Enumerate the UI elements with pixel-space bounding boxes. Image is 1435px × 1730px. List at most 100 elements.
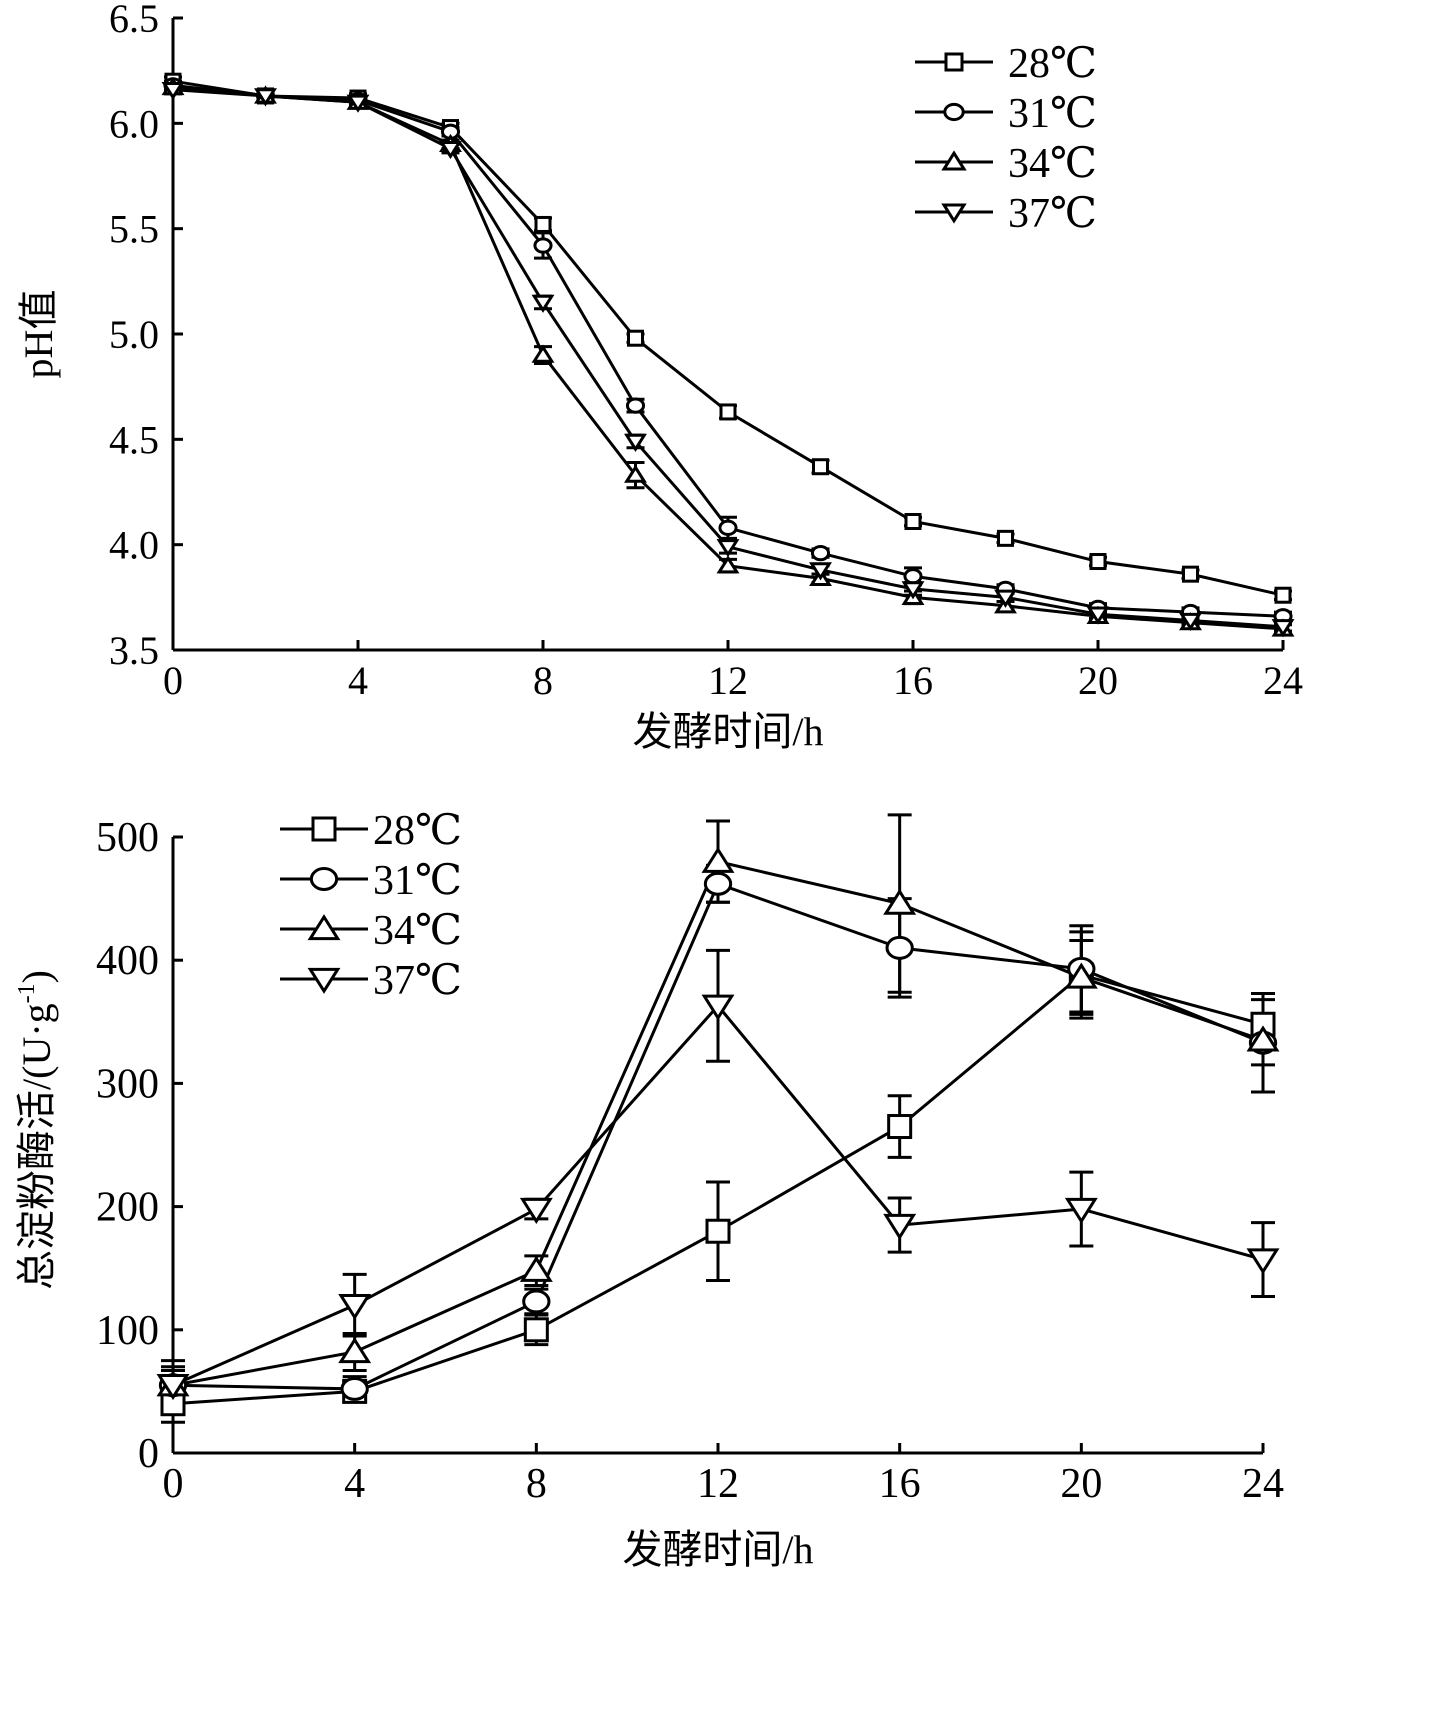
ph-legend: 28℃31℃34℃37℃ xyxy=(915,41,1097,237)
ph-point-triangle-down xyxy=(1086,606,1110,625)
amylase-y-tick-label: 300 xyxy=(96,1061,159,1107)
ph-y-axis-label-text: pH值 xyxy=(16,290,61,379)
ph-legend-label: 28℃ xyxy=(1008,41,1097,87)
ph-y-tick-label: 4.0 xyxy=(109,523,159,568)
ph-x-tick-label: 8 xyxy=(533,658,553,703)
ph-legend-marker-circle xyxy=(943,102,965,122)
amylase-point-triangle-up xyxy=(701,846,735,873)
ph-legend-marker-triangle-up xyxy=(941,150,967,171)
ph-y-tick-label: 4.5 xyxy=(109,417,159,462)
ph-point-triangle-down xyxy=(439,140,462,160)
ph-point-circle xyxy=(533,237,553,254)
ph-point-circle xyxy=(903,568,923,585)
ph-y-tick-label: 6.0 xyxy=(109,101,159,146)
ph-chart: 0 4 8 12 16 20 24 3.5 4.0 4.5 5.0 5.5 6.0 6.5 发酵时间/h pH… xyxy=(16,0,1303,754)
amylase-point-triangle-down xyxy=(883,1213,917,1240)
amylase-point-triangle-down xyxy=(338,1293,372,1321)
ph-x-tick-label: 24 xyxy=(1263,658,1303,703)
amylase-y-tick-label: 500 xyxy=(96,815,159,861)
amylase-point-triangle-down xyxy=(519,1197,553,1224)
amylase-legend-label: 34℃ xyxy=(373,908,462,954)
amylase-point-circle xyxy=(340,1376,369,1401)
ph-x-tick-label: 4 xyxy=(348,658,368,703)
ph-point-square xyxy=(1182,565,1199,583)
amylase-y-tick-label: 400 xyxy=(96,938,159,984)
amylase-point-triangle-up xyxy=(338,1337,372,1364)
amylase-point-triangle-up xyxy=(883,888,917,915)
amylase-x-axis-label: 发酵时间/h xyxy=(622,1527,813,1572)
ph-point-triangle-down xyxy=(809,562,832,581)
amylase-y-axis-label-text: 总淀粉酶活/(U·g xyxy=(14,1003,59,1290)
ph-legend-marker-square xyxy=(944,52,964,72)
ph-point-triangle-down xyxy=(1179,612,1202,632)
ph-point-triangle-down xyxy=(254,88,277,107)
ph-legend-label: 37℃ xyxy=(1008,191,1097,237)
ph-x-tick-label: 16 xyxy=(893,658,933,703)
amylase-x-tick-label: 8 xyxy=(526,1461,547,1507)
amylase-x-tick-label: 24 xyxy=(1242,1461,1284,1507)
amylase-legend-label: 28℃ xyxy=(373,808,462,854)
ph-point-circle xyxy=(625,397,646,414)
ph-y-tick-label: 3.5 xyxy=(109,628,159,673)
amylase-legend-marker-triangle-down xyxy=(307,967,341,994)
ph-point-triangle-down xyxy=(161,81,185,101)
ph-point-square xyxy=(719,403,737,421)
ph-point-triangle-down xyxy=(531,294,555,313)
amylase-y-tick-label: 100 xyxy=(96,1308,159,1354)
ph-point-triangle-up xyxy=(624,464,647,483)
ph-legend-label: 34℃ xyxy=(1008,141,1097,187)
ph-y-axis-label: pH值 xyxy=(16,290,61,379)
ph-point-circle xyxy=(810,544,831,562)
amylase-point-triangle-down xyxy=(1246,1248,1280,1275)
amylase-y-axis-label: 总淀粉酶活/(U·g-1) xyxy=(14,970,59,1290)
amylase-y-axis-label-sup: -1 xyxy=(14,983,40,1003)
ph-x-tick-label: 0 xyxy=(163,658,183,703)
ph-x-tick-label: 12 xyxy=(708,658,748,703)
amylase-x-tick-label: 0 xyxy=(163,1461,184,1507)
ph-x-tick-label: 20 xyxy=(1078,658,1118,703)
ph-point-triangle-down xyxy=(716,539,740,558)
ph-y-tick-label: 6.5 xyxy=(109,0,159,41)
ph-point-triangle-down xyxy=(1271,619,1295,638)
amylase-point-square xyxy=(705,1218,731,1244)
amylase-point-triangle-up xyxy=(519,1255,553,1282)
ph-point-square xyxy=(1274,586,1292,604)
amylase-legend-marker-circle xyxy=(309,867,339,891)
ph-point-triangle-up xyxy=(716,555,740,574)
amylase-point-square xyxy=(523,1317,549,1343)
amylase-point-triangle-up xyxy=(1246,1025,1280,1052)
amylase-point-triangle-up xyxy=(1064,962,1098,989)
ph-point-square xyxy=(1089,553,1107,571)
amylase-point-triangle-down xyxy=(701,994,735,1021)
ph-point-triangle-down xyxy=(624,433,647,452)
amylase-x-tick-label: 4 xyxy=(344,1461,365,1507)
ph-y-tick-label: 5.5 xyxy=(109,207,159,252)
ph-x-axis-label: 发酵时间/h xyxy=(632,709,823,754)
amylase-legend-marker-triangle-up xyxy=(307,914,341,941)
ph-point-square xyxy=(997,529,1014,547)
ph-point-square xyxy=(904,512,922,530)
amylase-point-triangle-down xyxy=(156,1374,190,1401)
ph-point-triangle-down xyxy=(901,581,925,600)
ph-point-triangle-down xyxy=(994,589,1017,608)
amylase-point-circle xyxy=(885,935,914,960)
amylase-x-tick-label: 20 xyxy=(1060,1461,1102,1507)
amylase-legend: 28℃31℃34℃37℃ xyxy=(280,808,462,1004)
amylase-legend-label: 37℃ xyxy=(373,958,462,1004)
amylase-point-circle xyxy=(522,1289,551,1314)
amylase-point-circle xyxy=(703,871,733,896)
ph-legend-marker-triangle-down xyxy=(941,203,967,224)
amylase-x-tick-label: 12 xyxy=(697,1461,739,1507)
ph-legend-label: 31℃ xyxy=(1008,91,1097,137)
amylase-y-tick-label: 0 xyxy=(138,1431,159,1477)
amylase-legend-label: 31℃ xyxy=(373,858,462,904)
ph-y-tick-label: 5.0 xyxy=(109,312,159,357)
ph-point-square xyxy=(812,458,829,476)
amylase-x-tick-label: 16 xyxy=(879,1461,921,1507)
ph-point-triangle-up xyxy=(531,344,555,363)
amylase-y-axis-label-close: ) xyxy=(14,970,59,983)
ph-point-circle xyxy=(718,519,738,536)
ph-point-square xyxy=(534,215,552,233)
